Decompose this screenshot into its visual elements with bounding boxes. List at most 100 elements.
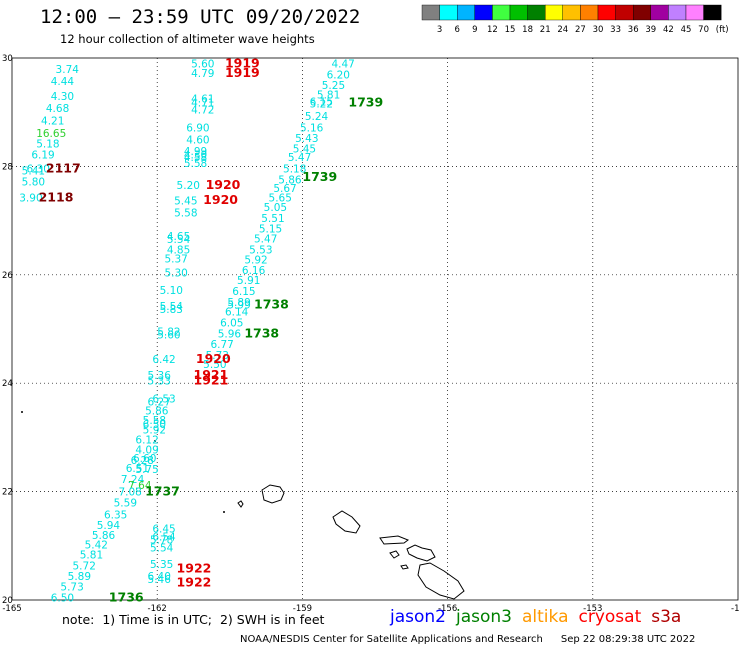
wave-height-label: 6.40	[148, 571, 171, 583]
islet-dot	[223, 511, 225, 513]
pass-time-label: 1739	[302, 169, 337, 184]
wave-height-label: 5.96	[218, 328, 242, 340]
pass-time-label: 1919	[225, 55, 260, 70]
wave-height-label: 5.45	[174, 196, 197, 208]
wave-height-label: 5.94	[97, 520, 121, 532]
legend-item-jason2: jason2	[390, 607, 446, 627]
wave-height-label: 7.64	[128, 480, 152, 492]
credit-text: NOAA/NESDIS Center for Satellite Applica…	[240, 634, 543, 645]
color-tick-label: 3	[437, 25, 442, 35]
color-scale-bar: 3 6 9 12 15 18 21 24 27 30 33 36 39 42 45 70 (ft)	[421, 4, 729, 35]
wave-height-label: 6.90	[186, 122, 209, 134]
wave-height-label: 6.19	[31, 149, 54, 161]
color-tick-label: 36	[628, 25, 639, 35]
kauai-island	[261, 484, 285, 504]
wave-height-label: 6.50	[51, 592, 74, 604]
color-tick-label: 24	[557, 25, 568, 35]
wave-height-label: 5.15	[259, 224, 282, 236]
wave-height-label: 5.30	[164, 268, 187, 280]
wave-height-label: 6.05	[220, 317, 243, 329]
color-tick-label: 45	[681, 25, 692, 35]
wave-height-label: 5.60	[191, 58, 214, 70]
wave-height-label: 5.54	[150, 542, 174, 554]
wave-height-label: 5.43	[295, 133, 318, 145]
wave-height-label: 5.99	[227, 300, 250, 312]
color-tick-label: 15	[505, 25, 516, 35]
maui-island	[406, 544, 436, 562]
longitude-label: -159	[293, 604, 312, 614]
pass-time-label: 1919	[225, 65, 260, 80]
wave-height-label: 5.86	[92, 530, 116, 542]
longitude-label: -153	[583, 604, 602, 614]
wave-height-label: 3.90	[19, 192, 42, 204]
latitude-label: 26	[2, 271, 13, 281]
color-tick-label: 39	[645, 25, 656, 35]
wave-height-label: 5.92	[143, 424, 166, 436]
color-tick-label: 12	[487, 25, 498, 35]
wave-height-label: 6.16	[242, 265, 266, 277]
pass-time-label: 1921	[194, 372, 229, 387]
longitude-label: -156	[438, 604, 457, 614]
credit-line: NOAA/NESDIS Center for Satellite Applica…	[240, 634, 695, 645]
wave-height-label: 5.37	[164, 254, 187, 266]
color-tick-label: 6	[454, 25, 459, 35]
wave-height-label: 6.50	[143, 419, 166, 431]
wave-height-label: 5.10	[160, 285, 183, 297]
wave-height-label: 4.85	[167, 244, 190, 256]
chart-title: 12:00 – 23:59 UTC 09/20/2022	[40, 6, 361, 28]
wave-height-label: 5.80	[22, 177, 45, 189]
wave-height-label: 6.53	[152, 393, 175, 405]
wave-height-label: 5.24	[305, 111, 329, 123]
latitude-label: 20	[2, 596, 13, 606]
wave-height-label: 5.46	[148, 574, 172, 586]
wave-height-label: 5.47	[254, 233, 277, 245]
wave-height-label: 5.25	[322, 80, 345, 92]
wave-height-label: 5.75	[135, 464, 158, 476]
longitude-label: -15	[731, 604, 740, 614]
wave-height-label: 6.42	[152, 354, 175, 366]
pass-time-label: 1920	[196, 351, 231, 366]
wave-height-label: 5.83	[160, 304, 183, 316]
wave-height-label: 6.15	[310, 96, 333, 108]
wave-height-label: 5.73	[206, 350, 229, 362]
wave-height-label: 6.20	[327, 69, 350, 81]
wave-height-label: 4.68	[46, 103, 69, 115]
wave-height-label: 5.67	[273, 183, 296, 195]
wave-height-label: 5.65	[269, 192, 292, 204]
wave-height-label: 5.18	[36, 139, 59, 151]
wave-height-label: 6.60	[133, 453, 156, 465]
wave-height-label: 5.91	[237, 275, 260, 287]
wave-height-label: 5.41	[22, 166, 45, 178]
color-tick-label: 27	[575, 25, 586, 35]
pass-time-label: 1922	[177, 561, 212, 576]
wave-height-label: 5.20	[177, 180, 200, 192]
wave-height-label: 5.05	[264, 202, 287, 214]
color-tick-label: 42	[663, 25, 674, 35]
wave-height-label: 5.92	[244, 255, 267, 267]
latitude-label: 30	[2, 54, 13, 64]
wave-height-label: 5.58	[174, 207, 197, 219]
wave-height-label: 5.81	[80, 549, 103, 561]
wave-height-label: 5.45	[293, 144, 316, 156]
wave-height-label: 16.65	[36, 128, 66, 140]
pass-time-label: 1739	[348, 94, 383, 109]
wave-height-label: 5.82	[157, 327, 180, 339]
pass-time-label: 2117	[46, 161, 81, 176]
pass-time-label: 1922	[177, 575, 212, 590]
latitude-label: 24	[2, 379, 13, 389]
wave-height-label: 6.30	[27, 164, 50, 176]
wave-height-label: 5.89	[68, 571, 91, 583]
wave-height-label: 4.09	[135, 444, 158, 456]
pass-time-label: 2118	[39, 189, 74, 204]
satellite-legend: jason2 jason3 altika cryosat s3a	[390, 607, 691, 627]
wave-height-label: 4.65	[167, 231, 190, 243]
islet-dot	[154, 440, 156, 442]
wave-height-label: 4.72	[191, 104, 214, 116]
longitude-label: -162	[148, 604, 167, 614]
color-tick-label: 30	[593, 25, 604, 35]
wave-height-label: 6.15	[232, 286, 255, 298]
pass-time-label: 1738	[254, 297, 289, 312]
hawaii-island	[417, 562, 465, 600]
oahu-island	[332, 510, 361, 534]
